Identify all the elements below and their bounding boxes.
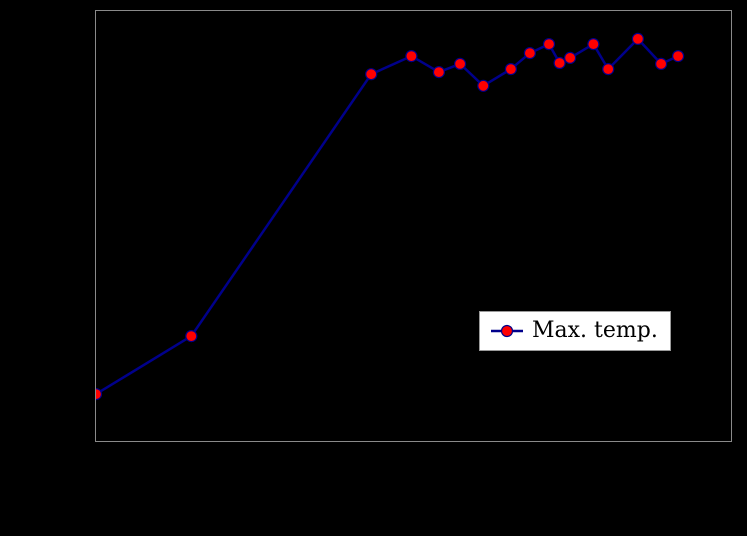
- legend-line-marker-icon: [491, 325, 523, 338]
- legend-label: Max. temp.: [532, 318, 658, 343]
- max-temp-line-chart: [96, 32, 685, 401]
- legend: Max. temp.: [479, 311, 671, 352]
- plot-area: Max. temp.: [95, 10, 732, 442]
